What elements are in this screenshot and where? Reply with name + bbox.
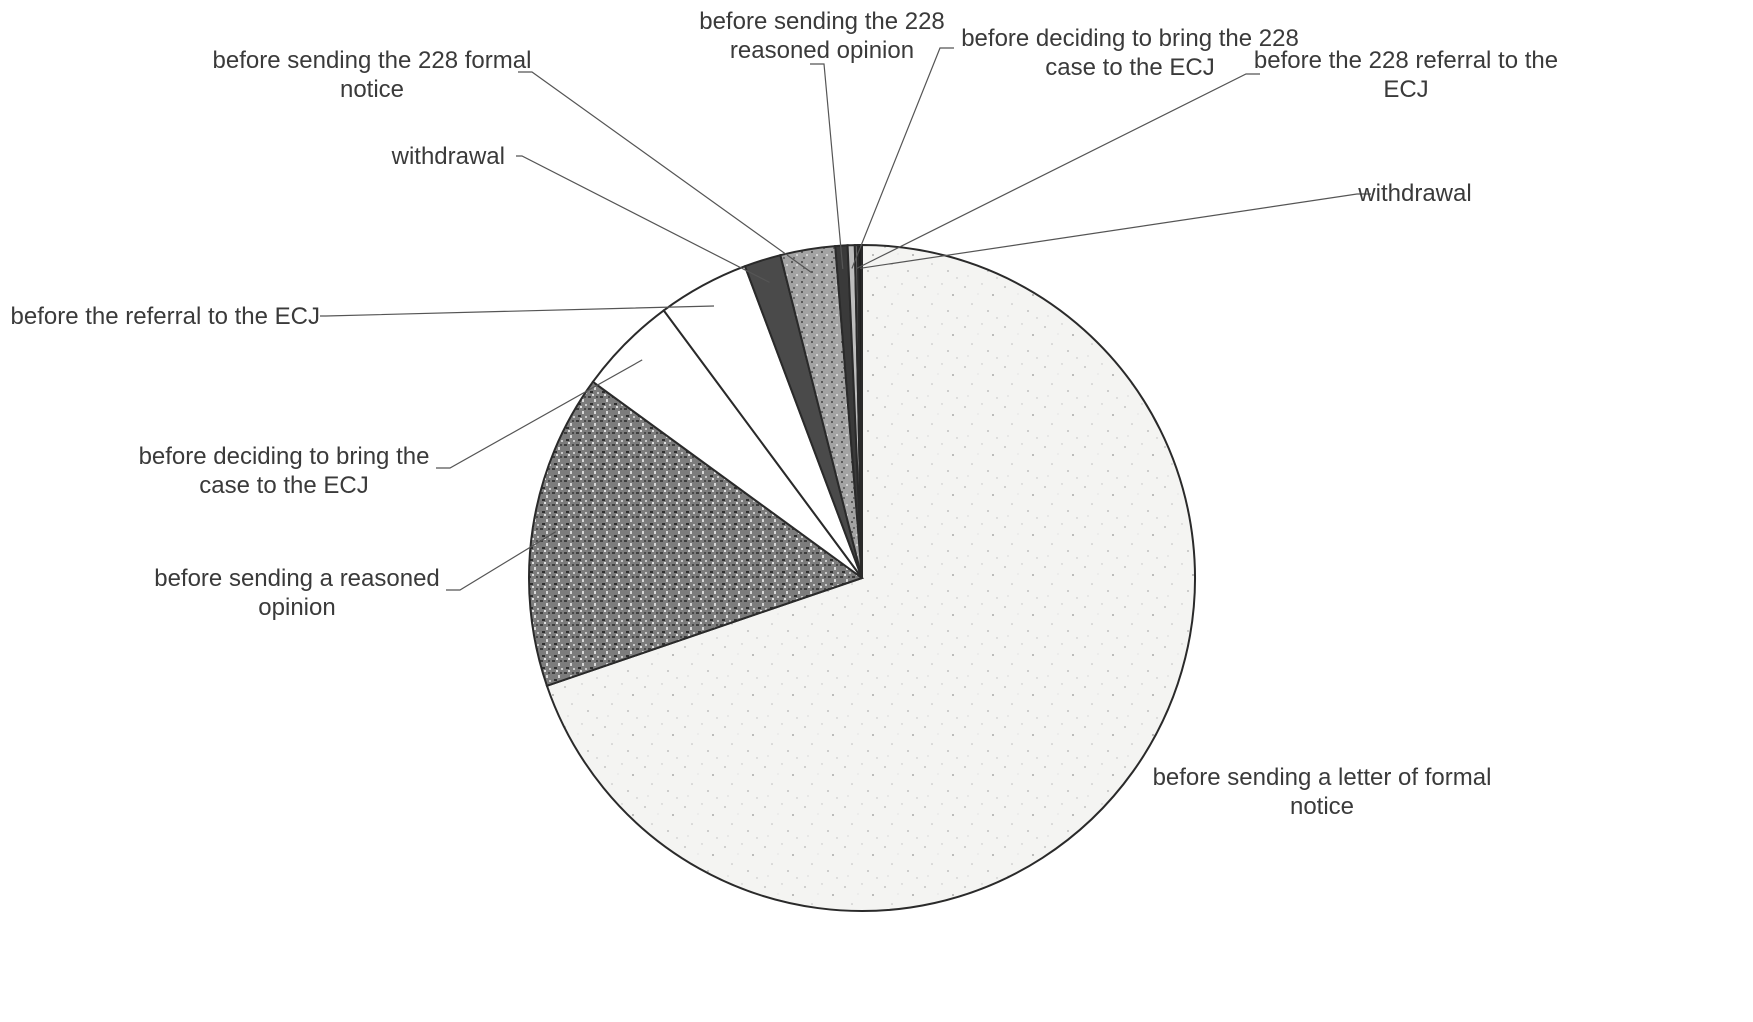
- pie-slice-2: [528, 380, 865, 688]
- leader-line-3: [436, 359, 643, 469]
- slice-label-line: before the referral to the ECJ: [11, 303, 321, 330]
- slice-label-line: case to the ECJ: [199, 472, 368, 499]
- slice-label-line: withdrawal: [391, 143, 505, 170]
- leader-line-2: [446, 531, 557, 591]
- slice-label-5: withdrawal: [391, 143, 505, 170]
- slice-label-line: before sending a reasoned: [154, 565, 440, 592]
- slice-label-line: before sending the 228 formal: [213, 47, 532, 74]
- slice-label-line: before sending a letter of formal: [1153, 764, 1492, 791]
- slice-label-line: ECJ: [1383, 76, 1428, 103]
- slice-label-9: before the 228 referral to the ECJ: [1254, 47, 1558, 103]
- pie-slice-10: [856, 243, 863, 579]
- leader-line-10: [860, 193, 1371, 269]
- slice-label-10: withdrawal: [1357, 180, 1471, 207]
- slice-label-line: before deciding to bring the: [139, 443, 430, 470]
- slice-label-line: case to the ECJ: [1045, 54, 1214, 81]
- leader-line-7: [810, 63, 844, 269]
- slice-label-line: notice: [1290, 793, 1354, 820]
- leader-line-5: [516, 155, 770, 283]
- leader-line-8: [851, 47, 954, 269]
- slice-label-7: before sending the 228 reasoned opinion: [699, 8, 945, 64]
- leader-line-9: [856, 73, 1260, 269]
- pie-slice-1: [545, 243, 1196, 912]
- slice-label-line: withdrawal: [1357, 180, 1471, 207]
- slice-label-line: reasoned opinion: [730, 37, 914, 64]
- leader-line-6: [518, 71, 812, 273]
- slice-label-line: notice: [340, 76, 404, 103]
- slice-label-3: before deciding to bring the case to the …: [139, 443, 430, 499]
- slice-label-line: before the 228 referral to the: [1254, 47, 1558, 74]
- slice-label-1: before sending a letter of formal notice: [1153, 764, 1492, 820]
- slice-label-4: before the referral to the ECJ: [11, 303, 321, 330]
- slice-label-line: before sending the 228: [699, 8, 945, 35]
- slice-label-line: opinion: [258, 594, 335, 621]
- leader-line-4: [320, 305, 715, 317]
- slice-label-8: before deciding to bring the 228 case to …: [961, 25, 1299, 81]
- slice-label-line: before deciding to bring the 228: [961, 25, 1299, 52]
- slice-label-2: before sending a reasoned opinion: [154, 565, 440, 621]
- slice-label-6: before sending the 228 formal notice: [213, 47, 532, 103]
